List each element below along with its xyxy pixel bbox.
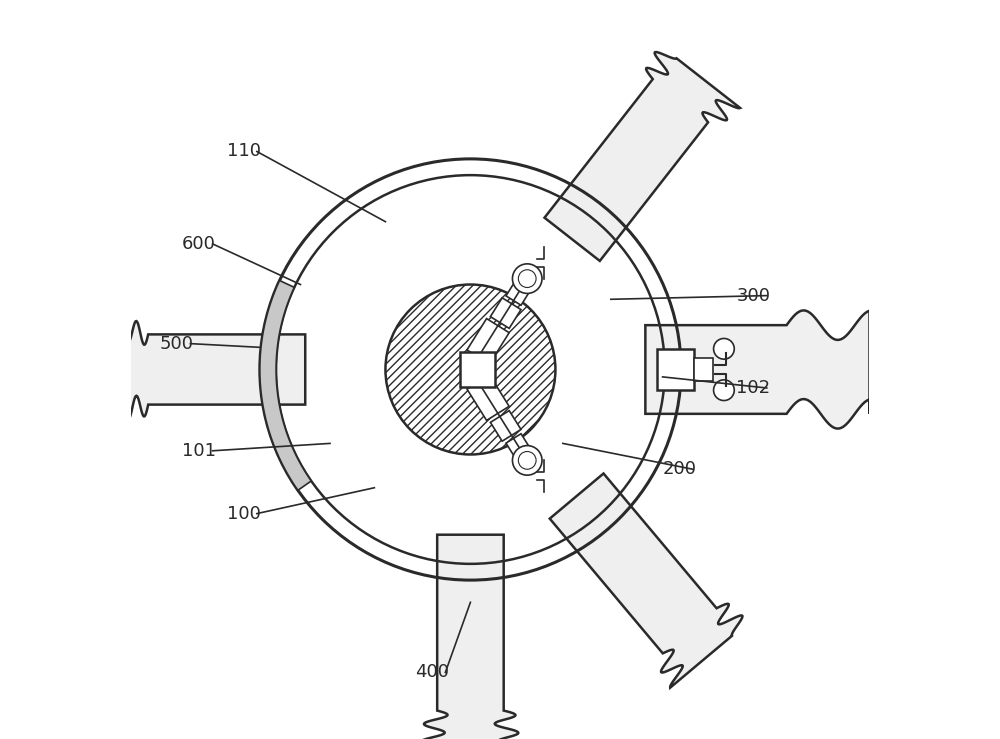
Text: 101: 101 (182, 442, 216, 460)
Circle shape (518, 270, 536, 287)
Polygon shape (506, 280, 531, 305)
Text: 500: 500 (160, 335, 194, 353)
Text: 300: 300 (736, 287, 770, 304)
Circle shape (714, 338, 734, 359)
Text: 600: 600 (182, 235, 216, 253)
Text: 200: 200 (663, 460, 697, 478)
Circle shape (512, 446, 542, 475)
Polygon shape (645, 310, 869, 429)
Circle shape (714, 380, 734, 401)
Polygon shape (421, 535, 518, 739)
Text: 100: 100 (227, 505, 260, 522)
Polygon shape (506, 434, 531, 459)
Polygon shape (490, 411, 521, 441)
Bar (460, 352, 495, 387)
Text: 110: 110 (227, 143, 261, 160)
Polygon shape (467, 375, 509, 420)
Polygon shape (544, 52, 740, 261)
Circle shape (385, 285, 555, 454)
Circle shape (512, 264, 542, 293)
Text: 102: 102 (736, 379, 771, 397)
Bar (657, 349, 694, 390)
Polygon shape (490, 298, 521, 328)
Text: 400: 400 (415, 664, 449, 681)
Polygon shape (550, 474, 742, 687)
Bar (694, 358, 713, 381)
Polygon shape (120, 318, 305, 420)
Circle shape (518, 452, 536, 469)
Polygon shape (260, 281, 311, 490)
Polygon shape (467, 319, 509, 364)
